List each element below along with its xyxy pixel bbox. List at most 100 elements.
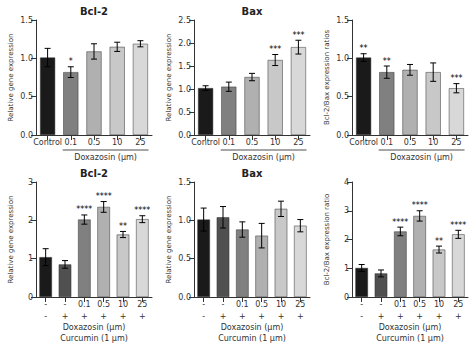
- svg-text:1.5: 1.5: [20, 16, 33, 25]
- svg-text:+: +: [62, 312, 69, 321]
- svg-text:+: +: [436, 312, 443, 321]
- svg-text:**: **: [435, 237, 443, 246]
- svg-text:+: +: [297, 312, 304, 321]
- svg-text:Bax: Bax: [242, 6, 263, 17]
- svg-text:Control: Control: [191, 138, 220, 147]
- svg-text:0.5: 0.5: [246, 138, 259, 147]
- svg-text:**: **: [383, 57, 391, 66]
- svg-text:25: 25: [293, 138, 303, 147]
- svg-text:0.0: 0.0: [20, 131, 33, 140]
- svg-text:****: ****: [134, 206, 150, 215]
- svg-text:-: -: [202, 300, 205, 309]
- svg-text:10: 10: [428, 138, 438, 147]
- svg-text:10: 10: [118, 300, 128, 309]
- svg-text:1.0: 1.0: [178, 85, 191, 94]
- svg-text:0.5: 0.5: [404, 138, 417, 147]
- svg-text:0.5: 0.5: [336, 92, 349, 101]
- svg-text:Bcl-2/Bax expression ratio: Bcl-2/Bax expression ratio: [323, 194, 331, 286]
- svg-text:Bax: Bax: [242, 168, 263, 179]
- svg-text:Doxazosin (μm): Doxazosin (μm): [379, 323, 442, 332]
- svg-text:Doxazosin (μm): Doxazosin (μm): [74, 153, 137, 162]
- svg-text:0.1: 0.1: [236, 300, 249, 309]
- svg-text:10: 10: [270, 138, 280, 147]
- svg-text:*: *: [69, 57, 73, 66]
- svg-text:0.1: 0.1: [78, 300, 91, 309]
- svg-text:1.5: 1.5: [178, 178, 191, 187]
- svg-text:****: ****: [412, 201, 428, 210]
- svg-text:25: 25: [295, 300, 305, 309]
- svg-text:2.5: 2.5: [178, 16, 191, 25]
- svg-text:1.5: 1.5: [178, 62, 191, 71]
- svg-text:0.5: 0.5: [413, 300, 426, 309]
- svg-text:4: 4: [344, 178, 349, 187]
- svg-text:0.5: 0.5: [20, 92, 33, 101]
- svg-text:+: +: [455, 312, 462, 321]
- svg-text:25: 25: [451, 138, 461, 147]
- svg-text:0.1: 0.1: [394, 300, 407, 309]
- svg-text:3: 3: [344, 206, 349, 215]
- svg-text:25: 25: [135, 138, 145, 147]
- svg-text:+: +: [220, 312, 227, 321]
- svg-text:**: **: [119, 222, 127, 231]
- svg-text:***: ***: [292, 31, 304, 40]
- svg-text:***: ***: [450, 74, 462, 83]
- svg-text:Relative gene expression: Relative gene expression: [165, 196, 173, 284]
- svg-text:Relative gene expression: Relative gene expression: [165, 34, 173, 122]
- svg-text:10: 10: [276, 300, 286, 309]
- svg-text:+: +: [120, 312, 127, 321]
- svg-text:1: 1: [344, 264, 349, 273]
- svg-text:10: 10: [434, 300, 444, 309]
- svg-text:Bcl-2/Bax expression ratios: Bcl-2/Bax expression ratios: [323, 30, 331, 126]
- svg-text:0.5: 0.5: [178, 108, 191, 117]
- svg-text:2: 2: [28, 216, 33, 225]
- svg-text:+: +: [416, 312, 423, 321]
- svg-text:2.0: 2.0: [178, 39, 191, 48]
- svg-text:Curcumin (1 μm): Curcumin (1 μm): [376, 334, 444, 343]
- svg-text:Doxazosin (μm): Doxazosin (μm): [390, 153, 453, 162]
- svg-text:0.5: 0.5: [88, 138, 101, 147]
- svg-text:Bcl-2: Bcl-2: [80, 168, 108, 179]
- svg-text:Relative gene expression: Relative gene expression: [7, 34, 15, 122]
- svg-text:****: ****: [76, 205, 92, 214]
- svg-text:2: 2: [344, 235, 349, 244]
- svg-text:25: 25: [453, 300, 463, 309]
- svg-text:****: ****: [96, 192, 112, 201]
- svg-text:Relative gene expression: Relative gene expression: [7, 196, 15, 284]
- svg-text:0.5: 0.5: [255, 300, 268, 309]
- svg-text:****: ****: [392, 218, 408, 227]
- svg-text:Control: Control: [33, 138, 62, 147]
- svg-text:-: -: [64, 300, 67, 309]
- svg-text:1.0: 1.0: [336, 54, 349, 63]
- svg-text:0.1: 0.1: [380, 138, 393, 147]
- svg-text:**: **: [360, 44, 368, 53]
- svg-text:+: +: [239, 312, 246, 321]
- svg-text:Doxazosin (μm): Doxazosin (μm): [63, 323, 126, 332]
- svg-text:25: 25: [137, 300, 147, 309]
- svg-text:+: +: [278, 312, 285, 321]
- svg-text:Control: Control: [349, 138, 378, 147]
- svg-text:-: -: [360, 312, 363, 321]
- svg-text:0.0: 0.0: [336, 131, 349, 140]
- svg-text:Curcumin (1 μm): Curcumin (1 μm): [60, 334, 128, 343]
- svg-text:+: +: [397, 312, 404, 321]
- svg-text:****: ****: [450, 221, 466, 230]
- svg-text:10: 10: [112, 138, 122, 147]
- svg-text:***: ***: [269, 45, 281, 54]
- svg-text:1.5: 1.5: [336, 16, 349, 25]
- svg-text:Doxazosin (μm): Doxazosin (μm): [232, 153, 295, 162]
- svg-text:0.1: 0.1: [64, 138, 77, 147]
- svg-text:Doxazosin (μm): Doxazosin (μm): [221, 323, 284, 332]
- svg-text:-: -: [202, 312, 205, 321]
- svg-text:0: 0: [28, 293, 33, 302]
- svg-text:+: +: [258, 312, 265, 321]
- svg-text:Bcl-2: Bcl-2: [80, 6, 108, 17]
- svg-text:-: -: [44, 300, 47, 309]
- svg-text:+: +: [81, 312, 88, 321]
- svg-text:0.5: 0.5: [178, 254, 191, 263]
- svg-text:1.0: 1.0: [178, 216, 191, 225]
- svg-text:-: -: [360, 300, 363, 309]
- svg-text:1.0: 1.0: [20, 54, 33, 63]
- svg-text:0.5: 0.5: [97, 300, 110, 309]
- svg-text:0.1: 0.1: [222, 138, 235, 147]
- svg-text:0.0: 0.0: [178, 293, 191, 302]
